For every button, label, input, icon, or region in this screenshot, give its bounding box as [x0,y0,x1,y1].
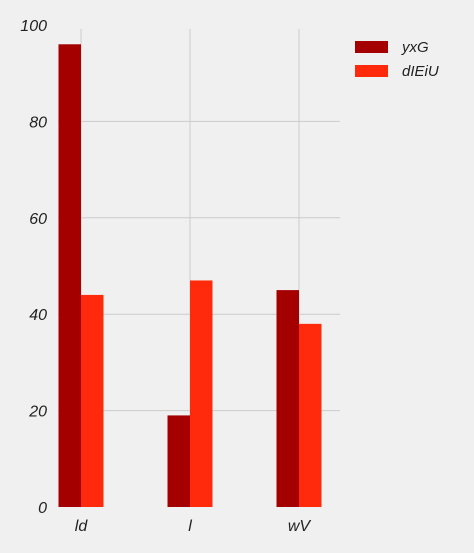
bar-yxG-ld [58,44,81,507]
legend: yxG dIEiU [355,39,439,80]
x-tick-labels: ld l wV [75,518,312,535]
legend-label: yxG [401,39,429,56]
x-tick-label: wV [288,518,312,535]
y-tick-label: 20 [28,404,47,421]
y-tick-label: 60 [29,211,47,228]
x-tick-label: l [188,518,192,535]
x-tick-label: ld [75,518,89,535]
bar-yxG-l [167,415,190,507]
bar-yxG-wV [276,290,299,507]
legend-swatch [355,41,388,53]
y-tick-labels: 0 20 40 60 80 100 [20,18,47,517]
legend-swatch [355,65,388,77]
y-tick-label: 40 [29,307,47,324]
y-tick-label: 0 [38,500,47,517]
y-tick-label: 80 [29,114,47,131]
legend-label: dIEiU [402,63,439,80]
y-tick-label: 100 [20,18,47,35]
bars-layer [58,44,322,507]
bar-dIEiU-ld [81,294,104,507]
bar-dIEiU-l [190,280,213,507]
bar-dIEiU-wV [299,323,322,507]
